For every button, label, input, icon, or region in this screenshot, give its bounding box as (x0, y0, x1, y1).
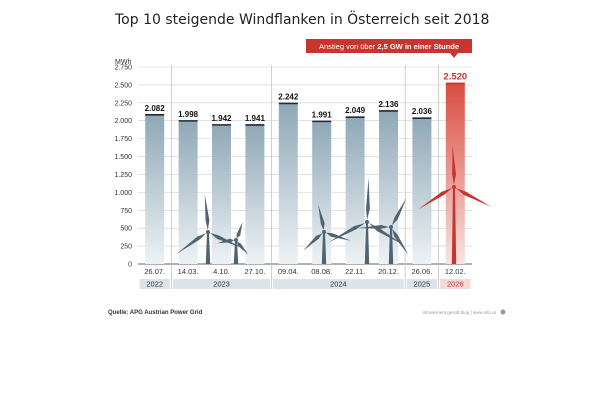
value-label: 2.136 (378, 100, 399, 109)
y-tick-label: 1.500 (114, 154, 132, 161)
bar (278, 103, 298, 265)
y-tick-label: 1.750 (114, 136, 132, 143)
credit-text: infoelement.gesoft.blog | www.info.at (423, 310, 497, 315)
bar (245, 124, 265, 264)
year-band (172, 279, 271, 289)
bar (345, 117, 365, 264)
year-label: 2026 (447, 280, 464, 289)
date-label: 20.12. (378, 267, 399, 276)
y-tick-label: 2.500 (114, 82, 132, 89)
y-tick-label: 2.750 (114, 65, 132, 72)
date-label: 22.11. (345, 267, 365, 276)
value-label: 2.049 (345, 106, 366, 115)
bar (212, 124, 231, 265)
date-label: 4.10. (213, 267, 230, 276)
date-label: 27.10. (244, 267, 265, 276)
value-label: 2.242 (278, 92, 299, 101)
bar (178, 120, 198, 264)
year-separators (139, 65, 471, 289)
y-tick-label: 250 (120, 244, 132, 251)
labels: 0 250 500 750 1.000 1.250 1.500 1.750 2.000 2.250… (114, 65, 467, 289)
year-label: 2024 (330, 280, 347, 289)
year-label: 2022 (146, 280, 163, 289)
callout: Anstieg von über 2,5 GW in einer Stunde (306, 39, 472, 58)
y-tick-label: 1.250 (114, 172, 132, 179)
callout-pointer (450, 53, 458, 58)
wind-turbine-icon (176, 194, 243, 264)
y-tick-label: 500 (120, 226, 132, 233)
callout-bold: 2,5 GW in einer Stunde (377, 42, 459, 51)
value-label: 1.998 (178, 110, 199, 119)
year-band (406, 279, 438, 289)
y-tick-label: 750 (120, 208, 132, 215)
value-label: 1.941 (245, 114, 266, 123)
y-axis-unit: MWh (115, 59, 131, 66)
year-band (139, 279, 170, 289)
wind-turbine-icon (358, 197, 409, 264)
wind-turbine-icon (217, 222, 249, 264)
callout-text: Anstieg von über 2,5 GW in einer Stunde (319, 42, 459, 51)
value-label: 2.520 (443, 71, 467, 82)
y-tick-label: 1.000 (114, 190, 132, 197)
value-label: 2.082 (145, 104, 166, 113)
callout-box (306, 39, 472, 53)
y-tick-label: 2.250 (114, 100, 132, 107)
y-tick-label: 0 (128, 262, 132, 269)
date-label: 26.07. (144, 267, 165, 276)
callout-prefix: Anstieg von über (319, 42, 377, 51)
year-band (440, 279, 471, 289)
chart-title: Top 10 steigende Windflanken in Österrei… (114, 10, 489, 28)
source-text: Quelle: APG Austrian Power Grid (108, 310, 203, 316)
bar (379, 110, 398, 264)
year-label: 2023 (213, 280, 230, 289)
date-label: 26.06. (411, 267, 432, 276)
value-label: 1.942 (211, 114, 232, 123)
date-label: 09.04. (278, 267, 299, 276)
year-label: 2025 (414, 280, 431, 289)
wind-turbines (176, 145, 492, 264)
bar (312, 121, 332, 264)
wind-turbine-icon (418, 145, 492, 264)
value-label: 1.991 (312, 110, 333, 119)
info-icon (500, 309, 506, 315)
year-band (273, 279, 404, 289)
y-tick-label: 2.000 (114, 118, 132, 125)
value-label: 2.036 (412, 107, 433, 116)
date-label: 14.03. (178, 267, 199, 276)
bar (145, 114, 165, 264)
date-label: 12.02. (445, 267, 466, 276)
date-label: 08.08. (311, 267, 332, 276)
bar (412, 118, 432, 264)
